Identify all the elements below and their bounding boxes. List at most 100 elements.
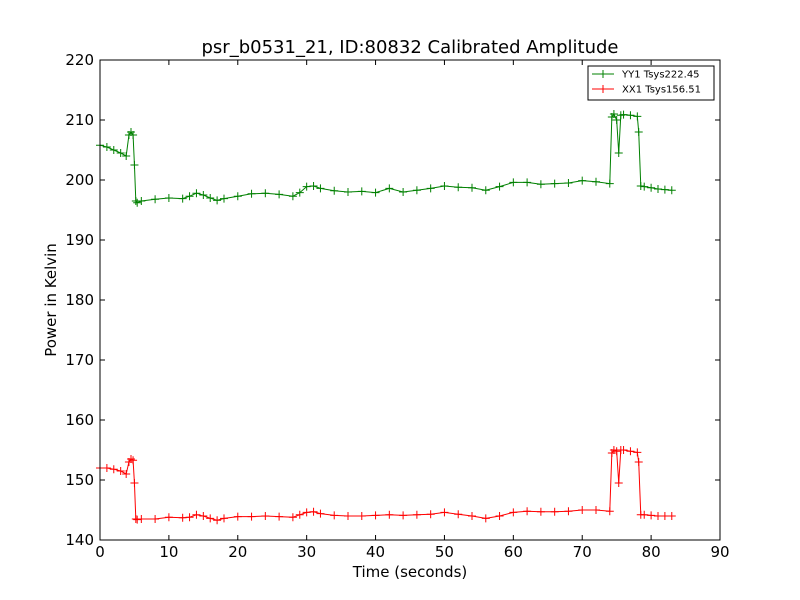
y-tick-label: 190	[65, 231, 94, 249]
data-point	[605, 179, 614, 188]
data-point	[199, 191, 208, 199]
data-point	[412, 186, 421, 195]
y-tick-label: 150	[65, 471, 94, 489]
data-point	[440, 182, 449, 190]
data-point	[654, 512, 662, 520]
y-axis-label: Power in Kelvin	[42, 243, 60, 357]
x-tick-label: 90	[710, 543, 729, 561]
data-point	[164, 513, 173, 522]
data-point	[192, 189, 201, 198]
data-point	[330, 511, 339, 520]
data-point	[550, 179, 559, 188]
data-point	[614, 479, 623, 487]
data-point	[199, 512, 208, 520]
data-point	[454, 510, 463, 519]
data-point	[233, 192, 242, 201]
data-point	[130, 161, 139, 169]
y-tick-label: 210	[65, 111, 94, 129]
data-point	[440, 508, 449, 517]
data-point	[371, 188, 380, 197]
data-point	[178, 513, 187, 522]
data-point	[213, 516, 222, 525]
x-axis-label: Time (seconds)	[352, 563, 468, 581]
data-point	[295, 188, 304, 197]
data-point	[164, 194, 173, 202]
data-point	[509, 508, 518, 517]
data-point	[102, 464, 111, 472]
data-point	[536, 507, 545, 516]
data-point	[667, 512, 676, 520]
data-point	[667, 186, 676, 195]
x-tick-label: 40	[366, 543, 385, 561]
legend-entry-0: YY1 Tsys222.45	[592, 70, 700, 81]
data-point	[481, 514, 490, 523]
data-point	[578, 176, 587, 185]
data-point	[640, 510, 649, 519]
y-tick-label: 170	[65, 351, 94, 369]
data-point	[626, 111, 635, 120]
data-point	[536, 180, 545, 189]
legend-marker	[599, 70, 607, 78]
data-point	[137, 197, 146, 205]
legend-entry-1: XX1 Tsys156.51	[592, 85, 701, 96]
data-point	[309, 507, 318, 516]
data-point	[302, 508, 311, 517]
data-point	[127, 455, 135, 463]
data-point	[626, 447, 635, 456]
data-point	[468, 512, 476, 520]
x-tick-label: 0	[95, 543, 105, 561]
data-point	[316, 184, 325, 193]
data-point	[220, 194, 228, 203]
data-point	[178, 194, 187, 203]
y-tick-label: 160	[65, 411, 94, 429]
data-point	[137, 515, 146, 523]
data-point	[454, 183, 463, 192]
data-point	[247, 512, 256, 521]
data-point	[654, 185, 662, 193]
data-point	[275, 190, 284, 199]
data-point	[412, 510, 421, 519]
data-point	[116, 149, 125, 157]
y-tick-label: 140	[65, 531, 94, 549]
series-0	[96, 110, 676, 207]
x-tick-label: 30	[297, 543, 316, 561]
data-point	[509, 178, 518, 187]
data-point	[302, 182, 311, 191]
data-point	[399, 188, 408, 196]
data-point	[468, 183, 476, 192]
legend: YY1 Tsys222.45 XX1 Tsys156.51	[587, 65, 715, 101]
data-point	[385, 184, 394, 193]
data-point	[344, 512, 352, 520]
x-tick-label: 80	[642, 543, 661, 561]
data-point	[344, 188, 352, 196]
data-point	[316, 509, 325, 518]
x-tick-label: 70	[573, 543, 592, 561]
data-point	[133, 198, 142, 207]
data-point	[564, 507, 573, 516]
data-point	[357, 512, 366, 520]
legend-label: YY1 Tsys222.45	[621, 70, 700, 81]
data-point	[634, 458, 643, 466]
data-point	[247, 189, 256, 198]
chart-title: psr_b0531_21, ID:80832 Calibrated Amplit…	[202, 37, 619, 58]
data-point	[206, 194, 215, 202]
data-point	[605, 507, 614, 516]
data-point	[399, 511, 408, 520]
data-point	[619, 110, 628, 119]
data-point	[609, 110, 618, 118]
data-point	[357, 187, 366, 196]
data-point	[295, 510, 304, 519]
data-point	[647, 511, 656, 520]
data-point	[647, 183, 656, 192]
data-point	[122, 470, 131, 478]
plot-frame	[99, 59, 721, 541]
series-1	[96, 446, 676, 525]
data-point	[330, 186, 339, 195]
data-point	[634, 128, 643, 136]
data-point	[640, 182, 649, 191]
data-point	[523, 178, 532, 187]
data-point	[633, 112, 642, 121]
y-tick-label: 180	[65, 291, 94, 309]
data-point	[206, 514, 215, 523]
